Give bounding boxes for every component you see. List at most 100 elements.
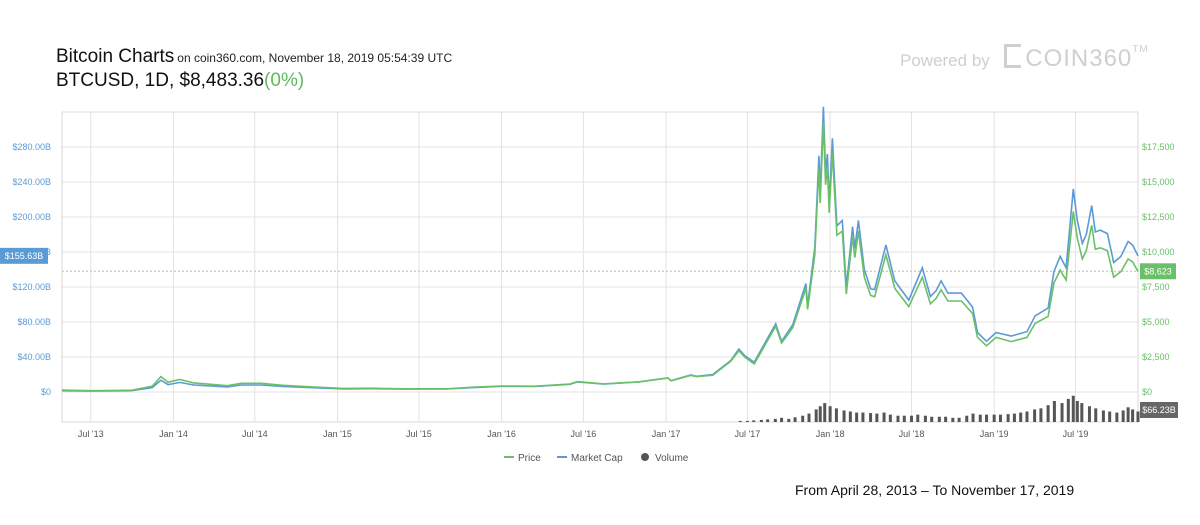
- series-line-price: [61, 121, 1139, 392]
- volume-bar: [823, 403, 827, 422]
- x-tick-label: Jul '14: [242, 429, 268, 439]
- market-cap-tag-label: $155.63B: [5, 251, 44, 261]
- left-tick-label: $280.00B: [12, 142, 51, 152]
- volume-bar: [1115, 412, 1119, 422]
- trademark-mark: TM: [1132, 44, 1149, 55]
- volume-bar: [834, 408, 838, 422]
- left-tick-label: $120.00B: [12, 282, 51, 292]
- volume-bars: [738, 395, 1140, 422]
- volume-bar: [801, 415, 805, 422]
- volume-bar: [971, 413, 975, 422]
- x-tick-label: Jul '13: [78, 429, 104, 439]
- price-tag: [1140, 263, 1176, 280]
- volume-bar: [818, 406, 822, 422]
- volume-bar: [1121, 410, 1125, 422]
- volume-bar: [1080, 403, 1084, 422]
- chart-grid: [62, 112, 1138, 422]
- date-range: From April 28, 2013 – To November 17, 20…: [795, 482, 1075, 498]
- volume-bar: [1075, 401, 1079, 422]
- x-tick-label: Jul '16: [571, 429, 597, 439]
- powered-by-label: Powered by: [900, 51, 990, 70]
- volume-bar: [909, 415, 913, 422]
- volume-bar: [1006, 414, 1010, 422]
- x-tick-label: Jan '14: [159, 429, 188, 439]
- volume-bar: [759, 419, 763, 422]
- volume-bar: [992, 414, 996, 422]
- legend-item-market-cap[interactable]: Market Cap: [557, 453, 623, 464]
- right-tick-label: $7,500: [1142, 282, 1170, 292]
- coin360-wordmark: COIN360: [1025, 45, 1133, 72]
- right-tick-label: $17,500: [1142, 142, 1175, 152]
- right-tick-label: $12,500: [1142, 212, 1175, 222]
- legend-label: Price: [518, 453, 541, 464]
- left-tick-label: $80.00B: [17, 317, 51, 327]
- volume-bar: [1094, 408, 1098, 422]
- volume-bar: [882, 412, 886, 422]
- volume-bar: [923, 415, 927, 422]
- current-value-tags: $155.63B $8,623 $66.23B: [0, 247, 1178, 418]
- volume-bar: [1087, 406, 1091, 422]
- volume-bar: [793, 417, 797, 422]
- chart-header: Bitcoin Charts on coin360.com, November 1…: [56, 46, 452, 92]
- volume-bar: [869, 413, 873, 422]
- volume-bar: [1025, 411, 1029, 422]
- volume-bar: [1071, 395, 1075, 422]
- volume-bar: [998, 414, 1002, 422]
- legend-item-price[interactable]: Price: [504, 453, 541, 464]
- volume-bar: [1126, 407, 1130, 422]
- price-change: (0%): [264, 70, 305, 91]
- legend-label: Market Cap: [571, 453, 623, 464]
- volume-bar: [965, 415, 969, 422]
- volume-bar: [773, 418, 777, 422]
- market-cap-tag: [0, 247, 48, 264]
- x-tick-label: Jul '18: [899, 429, 925, 439]
- volume-bar: [944, 416, 948, 422]
- x-tick-label: Jan '16: [487, 429, 516, 439]
- volume-bar: [957, 417, 961, 422]
- volume-bar: [896, 415, 900, 422]
- series-line-market-cap: [61, 106, 1139, 392]
- volume-bar: [1101, 410, 1105, 422]
- x-axis: Jul '13 Jan '14 Jul '14 Jan '15 Jul '15 Jan '…: [78, 429, 1088, 439]
- right-tick-label: $0: [1142, 387, 1152, 397]
- volume-bar: [766, 419, 770, 422]
- x-tick-label: Jan '19: [980, 429, 1009, 439]
- x-tick-label: Jan '18: [816, 429, 845, 439]
- x-tick-label: Jul '19: [1063, 429, 1089, 439]
- left-tick-label: $40.00B: [17, 352, 51, 362]
- volume-bar: [1136, 411, 1140, 422]
- legend-item-volume[interactable]: Volume: [641, 453, 689, 464]
- left-tick-label: $200.00B: [12, 212, 51, 222]
- volume-tag-label: $66.23B: [1142, 405, 1176, 415]
- volume-bar: [848, 411, 852, 422]
- right-tick-label: $5,000: [1142, 317, 1170, 327]
- left-tick-label: $0: [41, 387, 51, 397]
- volume-bar: [861, 412, 865, 422]
- powered-by-badge[interactable]: Powered by COIN360TM: [900, 44, 1149, 73]
- volume-bar: [1066, 398, 1070, 422]
- volume-bar: [888, 414, 892, 422]
- volume-bar: [828, 406, 832, 422]
- chart-title: Bitcoin Charts: [56, 46, 175, 67]
- volume-bar: [842, 410, 846, 422]
- left-tick-label: $240.00B: [12, 177, 51, 187]
- chart-timestamp: on coin360.com, November 18, 2019 05:54:…: [177, 51, 453, 65]
- volume-bar: [787, 418, 791, 422]
- volume-bar: [814, 409, 818, 422]
- x-tick-label: Jul '17: [735, 429, 761, 439]
- price-line: BTCUSD, 1D, $8,483.36(0%): [56, 70, 452, 92]
- volume-bar: [930, 416, 934, 422]
- volume-bar: [1039, 408, 1043, 422]
- volume-bar: [1060, 403, 1064, 422]
- volume-bar: [902, 415, 906, 422]
- volume-bar: [738, 420, 742, 422]
- chart-legend[interactable]: Price Market Cap Volume: [504, 453, 689, 464]
- title-line: Bitcoin Charts on coin360.com, November 1…: [56, 46, 452, 68]
- volume-bar: [1108, 411, 1112, 422]
- volume-bar: [978, 414, 982, 422]
- volume-bar: [1033, 409, 1037, 422]
- right-tick-label: $15,000: [1142, 177, 1175, 187]
- right-tick-label: $10,000: [1142, 247, 1175, 257]
- plot-frame: [61, 111, 1139, 423]
